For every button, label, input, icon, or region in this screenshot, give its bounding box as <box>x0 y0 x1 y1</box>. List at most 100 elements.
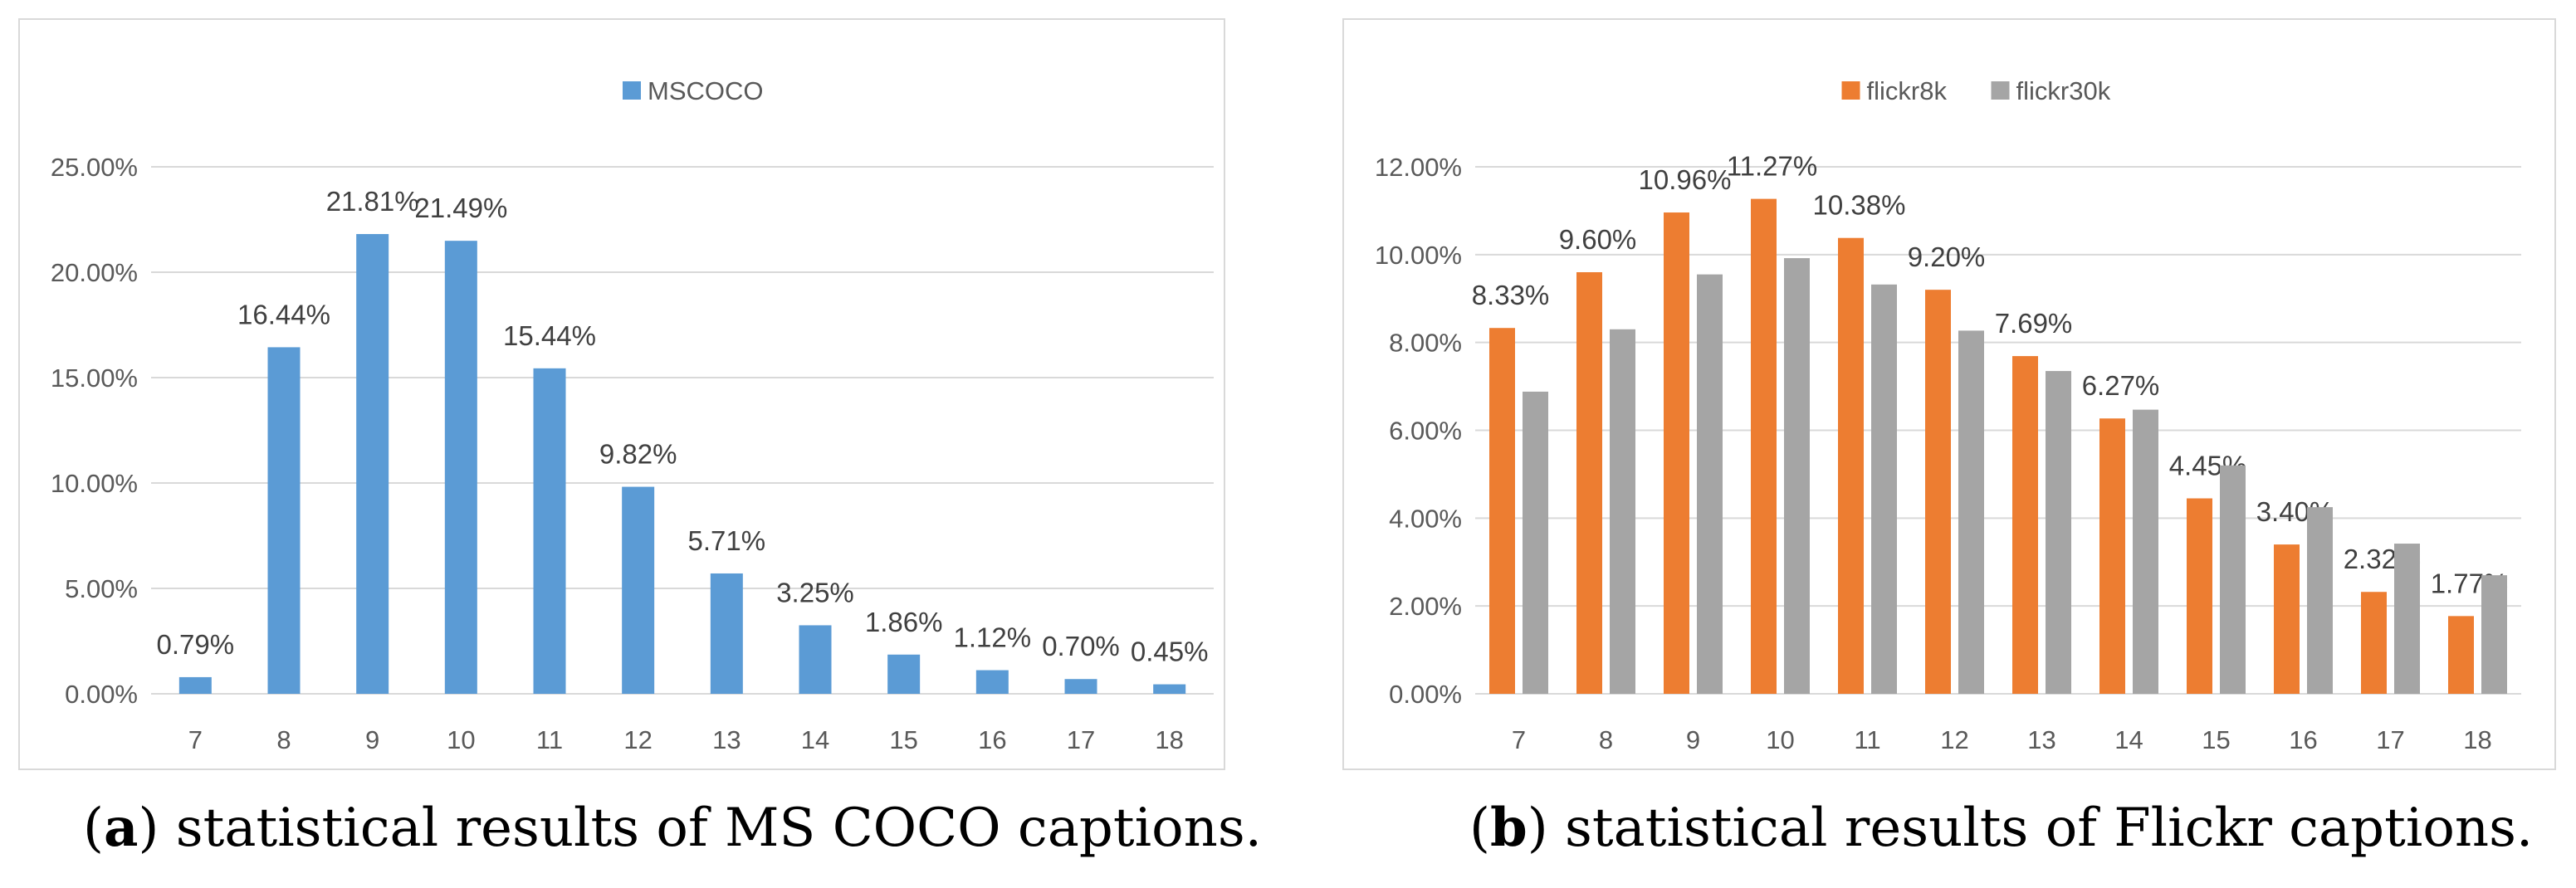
flickr-bar-flickr30k <box>1610 329 1635 694</box>
flickr-data-label: 9.20% <box>1908 242 1986 272</box>
flickr-data-label: 10.38% <box>1813 190 1906 221</box>
flickr-bar-flickr8k <box>1489 328 1515 694</box>
flickr-y-tick-label: 6.00% <box>1389 417 1462 446</box>
mscoco-x-tick-label: 11 <box>536 725 563 754</box>
flickr-x-tick-label: 18 <box>2463 725 2491 754</box>
chart-panel-flickr: 0.00% 2.00% 4.00% 6.00% 8.00% 10.00% 12.00% 7 8.… <box>1342 18 2556 770</box>
flickr-bar-flickr8k <box>1751 198 1777 695</box>
flickr-bar-chart: 0.00% 2.00% 4.00% 6.00% 8.00% 10.00% 12.00% 7 8.… <box>1375 76 2521 754</box>
mscoco-x-tick-label: 12 <box>623 725 652 754</box>
flickr-data-label: 11.27% <box>1727 151 1817 182</box>
mscoco-x-tick-label: 16 <box>978 725 1006 754</box>
mscoco-x-tick-label: 7 <box>188 725 203 754</box>
flickr-bar-flickr8k <box>2099 418 2125 694</box>
caption-b-tag: b <box>1489 797 1528 859</box>
flickr-bar-flickr30k <box>1697 274 1723 694</box>
mscoco-bar-mscoco <box>267 347 301 694</box>
flickr-y-tick-label: 2.00% <box>1389 592 1462 621</box>
flickr-bar-flickr8k <box>1576 272 1602 694</box>
flickr-bar-flickr30k <box>1523 391 1548 694</box>
flickr-x-tick-label: 9 <box>1686 725 1700 754</box>
mscoco-x-tick-label: 13 <box>712 725 741 754</box>
flickr-bar-flickr30k <box>2307 507 2333 694</box>
flickr-bar-flickr8k <box>1925 290 1951 694</box>
mscoco-data-label: 21.49% <box>414 193 507 223</box>
flickr-x-tick-label: 17 <box>2376 725 2404 754</box>
caption-b-text: statistical results of Flickr captions. <box>1547 798 2534 859</box>
flickr-x-tick-label: 16 <box>2289 725 2317 754</box>
flickr-bar-flickr8k <box>2361 592 2387 694</box>
flickr-legend-label: flickr8k <box>1867 76 1948 105</box>
flickr-legend-swatch <box>1991 81 2010 100</box>
mscoco-data-label: 3.25% <box>776 577 854 607</box>
mscoco-bar-chart: 0.00% 5.00% 10.00% 15.00% 20.00% 25.00% 7 0.79%… <box>51 76 1214 754</box>
flickr-y-tick-label: 0.00% <box>1389 680 1462 709</box>
flickr-bar-flickr8k <box>1664 212 1689 694</box>
mscoco-bar-mscoco <box>622 486 655 694</box>
caption-a-tag: a <box>103 797 139 859</box>
flickr-bar-flickr8k <box>2012 356 2038 694</box>
mscoco-data-label: 1.12% <box>954 622 1032 653</box>
flickr-x-tick-label: 14 <box>2114 725 2143 754</box>
mscoco-data-label: 15.44% <box>503 320 596 351</box>
flickr-bar-flickr30k <box>1871 284 1897 694</box>
mscoco-data-label: 1.86% <box>865 607 943 637</box>
mscoco-bar-mscoco <box>533 368 566 694</box>
mscoco-y-tick-label: 10.00% <box>51 469 138 498</box>
mscoco-x-tick-label: 9 <box>365 725 379 754</box>
flickr-data-label: 8.33% <box>1472 280 1550 310</box>
flickr-x-tick-label: 12 <box>1940 725 1968 754</box>
mscoco-x-tick-label: 14 <box>801 725 829 754</box>
mscoco-y-tick-label: 20.00% <box>51 258 138 287</box>
mscoco-legend-swatch <box>623 81 641 100</box>
flickr-data-label: 6.27% <box>2082 370 2160 401</box>
mscoco-data-label: 16.44% <box>237 299 330 329</box>
mscoco-data-label: 21.81% <box>326 186 419 217</box>
mscoco-x-tick-label: 10 <box>447 725 475 754</box>
mscoco-x-tick-label: 8 <box>276 725 291 754</box>
mscoco-bar-mscoco <box>1153 684 1186 694</box>
mscoco-data-label: 9.82% <box>599 439 677 470</box>
mscoco-bar-mscoco <box>178 676 212 694</box>
mscoco-x-tick-label: 18 <box>1155 725 1183 754</box>
flickr-x-tick-label: 10 <box>1766 725 1794 754</box>
mscoco-y-tick-label: 25.00% <box>51 153 138 182</box>
chart-panel-mscoco: 0.00% 5.00% 10.00% 15.00% 20.00% 25.00% 7 0.79%… <box>18 18 1225 770</box>
caption-a-text: statistical results of MS COCO captions. <box>159 798 1262 859</box>
flickr-legend-label: flickr30k <box>2016 76 2111 105</box>
mscoco-bar-mscoco <box>799 625 832 694</box>
flickr-bar-flickr30k <box>2046 371 2071 694</box>
mscoco-x-tick-label: 15 <box>889 725 917 754</box>
mscoco-x-tick-label: 17 <box>1067 725 1095 754</box>
flickr-bar-flickr30k <box>1958 330 1984 694</box>
flickr-legend-swatch <box>1841 81 1860 100</box>
flickr-bar-flickr8k <box>2274 544 2300 694</box>
flickr-x-tick-label: 11 <box>1854 725 1880 754</box>
mscoco-legend-label: MSCOCO <box>648 76 764 105</box>
flickr-x-tick-label: 13 <box>2027 725 2055 754</box>
mscoco-bar-mscoco <box>975 670 1009 694</box>
flickr-x-tick-label: 15 <box>2202 725 2230 754</box>
mscoco-bar-mscoco <box>444 241 477 694</box>
mscoco-bar-mscoco <box>1064 679 1097 694</box>
flickr-bar-flickr8k <box>1838 237 1864 695</box>
flickr-data-label: 7.69% <box>1995 308 2073 339</box>
flickr-bar-flickr30k <box>1784 258 1810 695</box>
flickr-x-tick-label: 8 <box>1599 725 1613 754</box>
flickr-y-tick-label: 12.00% <box>1375 153 1462 182</box>
flickr-bar-flickr8k <box>2187 498 2212 694</box>
mscoco-data-label: 5.71% <box>688 525 766 556</box>
mscoco-y-tick-label: 5.00% <box>65 574 138 603</box>
flickr-data-label: 10.96% <box>1639 164 1732 195</box>
flickr-bar-flickr30k <box>2394 544 2420 694</box>
caption-b: (b) statistical results of Flickr captio… <box>1469 797 2534 859</box>
mscoco-y-tick-label: 15.00% <box>51 363 138 393</box>
mscoco-bar-mscoco <box>887 654 921 694</box>
mscoco-data-label: 0.45% <box>1131 637 1209 667</box>
flickr-bar-flickr30k <box>2481 575 2507 694</box>
mscoco-y-tick-label: 0.00% <box>65 680 138 709</box>
mscoco-data-label: 0.79% <box>157 629 235 660</box>
flickr-data-label: 9.60% <box>1559 224 1637 255</box>
flickr-bar-flickr8k <box>2448 616 2474 694</box>
flickr-bar-flickr30k <box>2220 465 2246 694</box>
